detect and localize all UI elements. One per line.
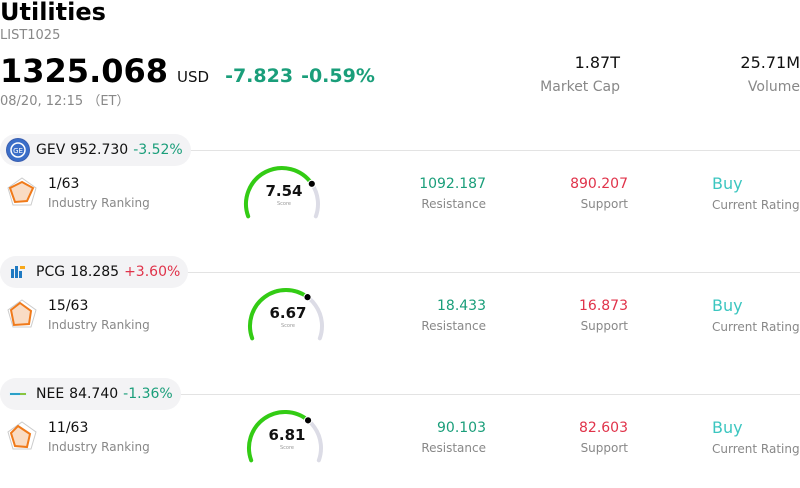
price-row: 1325.068 USD -7.823 -0.59%: [0, 52, 375, 90]
index-title: Utilities: [0, 0, 106, 26]
resistance-value: 90.103: [437, 420, 486, 436]
score-value: 6.67: [269, 304, 307, 322]
resistance: 1092.187 Resistance: [419, 176, 486, 211]
divider: [0, 150, 800, 151]
current-rating[interactable]: Buy Current Rating: [712, 174, 800, 212]
volume-value: 25.71M: [740, 53, 800, 72]
support: 82.603 Support: [579, 420, 628, 455]
score-gauge: 6.81 Score: [243, 408, 333, 464]
support: 890.207 Support: [570, 176, 628, 211]
index-price: 1325.068: [0, 52, 169, 90]
index-change: -7.823: [225, 65, 294, 87]
support-value: 82.603: [579, 420, 628, 436]
stock-change-pct: -1.36%: [123, 386, 173, 402]
stock-price: 84.740: [69, 386, 119, 402]
industry-ranking: 15/63 Industry Ranking: [48, 298, 150, 332]
stock-ticker: PCG: [36, 264, 66, 280]
rating-label: Current Rating: [712, 198, 800, 212]
support-value: 16.873: [579, 298, 628, 314]
resistance-value: 1092.187: [419, 176, 486, 192]
rank-label: Industry Ranking: [48, 440, 150, 454]
stock-pill[interactable]: GE GEV 952.730 -3.52%: [0, 134, 191, 166]
stock-section: NEE 84.740 -1.36% 11/63 Industry Ranking…: [0, 366, 800, 488]
resistance: 90.103 Resistance: [421, 420, 486, 455]
timestamp: 08/20, 12:15 （ET）: [0, 94, 130, 109]
currency: USD: [177, 68, 210, 86]
market-cap-label: Market Cap: [540, 79, 620, 95]
rank-value: 11/63: [48, 420, 89, 436]
score-value: 7.54: [265, 182, 303, 200]
resistance-label: Resistance: [421, 441, 486, 455]
stock-price: 952.730: [70, 142, 129, 158]
rating-value[interactable]: Buy: [712, 296, 743, 315]
rank-label: Industry Ranking: [48, 196, 150, 210]
stock-price: 18.285: [70, 264, 120, 280]
market-cap-stat: 1.87T Market Cap: [540, 53, 620, 95]
svg-text:GE: GE: [13, 147, 23, 155]
stock-ticker: GEV: [36, 142, 66, 158]
score-label: Score: [280, 323, 295, 329]
score-gauge: 7.54 Score: [240, 164, 330, 220]
radar-chart-icon: [7, 177, 37, 206]
rank-value: 1/63: [48, 176, 80, 192]
stock-change-pct: -3.52%: [133, 142, 183, 158]
rank-label: Industry Ranking: [48, 318, 150, 332]
support-label: Support: [580, 319, 628, 333]
score-value: 6.81: [268, 426, 306, 444]
stock-change-pct: +3.60%: [124, 264, 181, 280]
rank-value: 15/63: [48, 298, 89, 314]
market-cap-value: 1.87T: [574, 53, 620, 72]
resistance-label: Resistance: [421, 319, 486, 333]
divider: [0, 272, 800, 273]
rating-value[interactable]: Buy: [712, 418, 743, 437]
support-label: Support: [580, 441, 628, 455]
support: 16.873 Support: [579, 298, 628, 333]
rating-label: Current Rating: [712, 320, 800, 334]
nextera-logo-icon: [6, 382, 30, 406]
index-change-pct: -0.59%: [301, 65, 375, 87]
resistance-value: 18.433: [437, 298, 486, 314]
radar-chart-icon: [7, 299, 37, 328]
score-gauge: 6.67 Score: [244, 286, 334, 342]
industry-ranking: 1/63 Industry Ranking: [48, 176, 150, 210]
rating-label: Current Rating: [712, 442, 800, 456]
industry-ranking: 11/63 Industry Ranking: [48, 420, 150, 454]
stock-section: GE GEV 952.730 -3.52% 1/63 Industry Rank…: [0, 122, 800, 244]
divider: [0, 394, 800, 395]
stock-pill[interactable]: NEE 84.740 -1.36%: [0, 378, 181, 410]
radar-chart-icon: [7, 421, 37, 450]
index-code: LIST1025: [0, 28, 61, 43]
rating-value[interactable]: Buy: [712, 174, 743, 193]
stock-pill[interactable]: PCG 18.285 +3.60%: [0, 256, 189, 288]
current-rating[interactable]: Buy Current Rating: [712, 296, 800, 334]
support-label: Support: [580, 197, 628, 211]
support-value: 890.207: [570, 176, 628, 192]
ge-logo-icon: GE: [6, 138, 30, 162]
score-label: Score: [279, 445, 294, 451]
score-label: Score: [276, 201, 291, 207]
resistance-label: Resistance: [421, 197, 486, 211]
resistance: 18.433 Resistance: [421, 298, 486, 333]
pge-logo-icon: [6, 260, 30, 284]
stock-section: PCG 18.285 +3.60% 15/63 Industry Ranking…: [0, 244, 800, 366]
volume-stat: 25.71M Volume: [740, 53, 800, 95]
stock-ticker: NEE: [36, 386, 65, 402]
volume-label: Volume: [747, 79, 800, 95]
current-rating[interactable]: Buy Current Rating: [712, 418, 800, 456]
